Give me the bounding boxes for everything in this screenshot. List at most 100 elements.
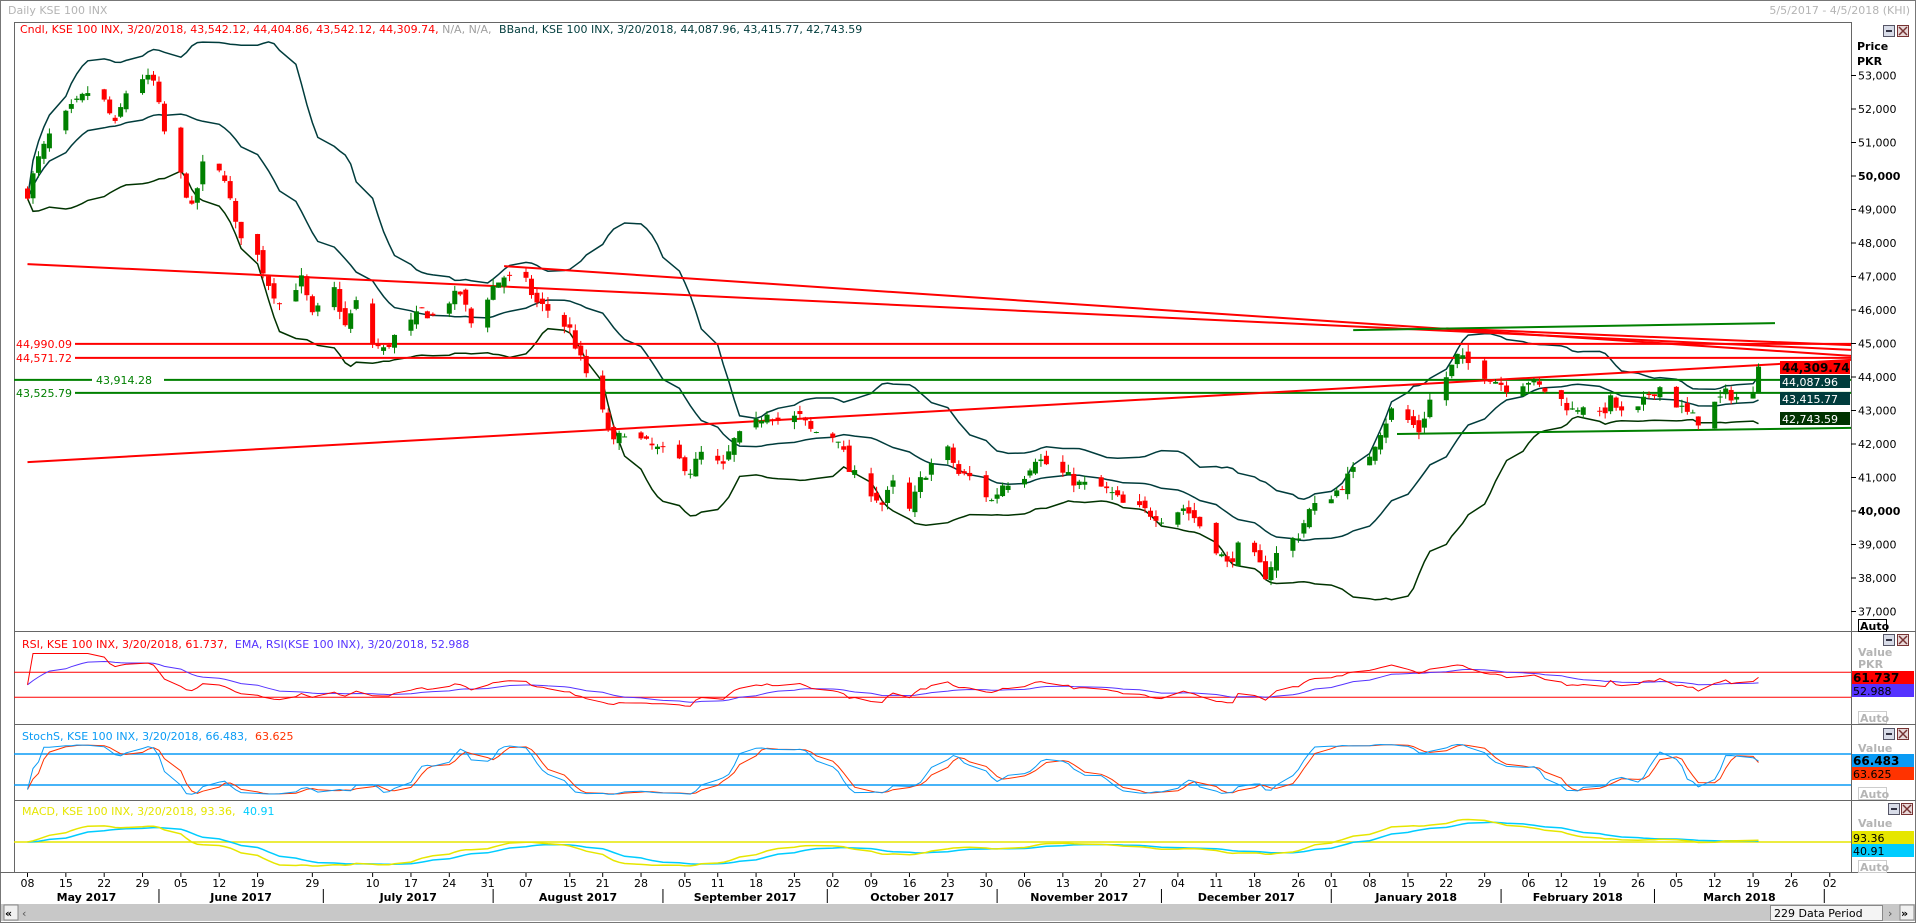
candle-body xyxy=(726,451,732,460)
candle xyxy=(956,460,962,476)
close-panel-icon[interactable] xyxy=(1901,803,1913,815)
candle xyxy=(271,278,277,304)
candle-body xyxy=(1421,418,1427,428)
candle xyxy=(682,455,688,476)
close-panel-icon[interactable] xyxy=(1897,634,1909,646)
scroll-next-button[interactable]: › xyxy=(1888,907,1892,920)
price-tick-label: 43,000 xyxy=(1858,405,1897,418)
candle xyxy=(30,170,36,204)
candle xyxy=(496,282,502,288)
candle xyxy=(41,141,47,165)
candle xyxy=(835,441,841,449)
candle xyxy=(348,309,354,333)
minimize-panel-icon[interactable] xyxy=(1883,25,1895,37)
svg-text:44,087.96: 44,087.96 xyxy=(1782,376,1838,389)
candle xyxy=(446,301,452,318)
candle-body xyxy=(178,127,184,173)
candle-body xyxy=(1021,478,1027,485)
level-label: 44,990.09 xyxy=(16,338,72,351)
macd-auto-button[interactable]: Auto xyxy=(1858,860,1890,875)
candle xyxy=(1684,397,1690,415)
data-period-button[interactable]: 229 Data Period xyxy=(1770,905,1883,921)
candle-body xyxy=(1104,486,1110,489)
candle xyxy=(1290,536,1296,558)
minimize-panel-icon[interactable] xyxy=(1883,634,1895,646)
candle xyxy=(337,281,343,320)
date-tick-label: 29 xyxy=(1478,877,1492,890)
candle-body xyxy=(1334,490,1340,497)
candle-body xyxy=(1597,410,1603,412)
trendline xyxy=(1446,327,1852,347)
candle xyxy=(770,418,776,426)
stoch-auto-button[interactable]: Auto xyxy=(1858,787,1890,802)
candle xyxy=(1115,486,1121,497)
candle-body xyxy=(715,455,721,461)
horizontal-scrollbar[interactable]: « ‹ 229 Data Period › » xyxy=(1,904,1915,921)
price-auto-button[interactable]: Auto xyxy=(1858,619,1890,634)
candle-body xyxy=(1175,512,1181,525)
candle xyxy=(1564,397,1570,416)
rsi-header-ema: EMA, RSI(KSE 100 INX), 3/20/2018, 52.988 xyxy=(235,638,469,651)
candle xyxy=(693,452,699,477)
macd-header-main: MACD, KSE 100 INX, 3/20/2018, 93.36, xyxy=(22,805,236,818)
price-tick-label: 40,000 xyxy=(1858,505,1901,518)
candle xyxy=(1635,406,1641,413)
svg-text:52.988: 52.988 xyxy=(1853,685,1892,698)
scroll-first-button[interactable]: « xyxy=(3,904,19,921)
close-panel-icon[interactable] xyxy=(1897,728,1909,740)
candle xyxy=(1695,416,1701,430)
level-label: 44,571.72 xyxy=(16,352,72,365)
trendline xyxy=(1353,322,1775,332)
month-label: September 2017 xyxy=(694,891,797,904)
candle-body xyxy=(720,461,726,464)
candle xyxy=(255,233,261,262)
candle xyxy=(1383,418,1389,444)
candle xyxy=(1021,475,1027,488)
minimize-panel-icon[interactable] xyxy=(1883,728,1895,740)
rsi-header: RSI, KSE 100 INX, 3/20/2018, 61.737, EMA… xyxy=(22,638,469,651)
candle-body xyxy=(611,426,617,440)
candle-body xyxy=(375,344,381,347)
candle-body xyxy=(1345,473,1351,495)
candle xyxy=(945,444,951,465)
minimize-panel-icon[interactable] xyxy=(1888,803,1900,815)
candle xyxy=(507,271,513,282)
rsi-auto-button[interactable]: Auto xyxy=(1858,711,1890,726)
candle-body xyxy=(457,291,463,295)
candle-body xyxy=(1728,389,1734,401)
candle xyxy=(1460,348,1466,364)
date-tick-label: 28 xyxy=(634,877,648,890)
candle-body xyxy=(266,276,272,286)
last-close-box: 44,309.74 xyxy=(1780,361,1850,375)
date-tick-label: 30 xyxy=(979,877,993,890)
candle xyxy=(890,474,896,494)
candle-body xyxy=(1230,558,1236,562)
candle xyxy=(46,128,52,152)
bb-mid-box: 43,415.77 xyxy=(1780,392,1850,406)
rsi-line xyxy=(27,653,1759,707)
candle xyxy=(501,275,507,294)
candle-body xyxy=(928,463,934,475)
candle-body xyxy=(1301,523,1307,534)
candle-body xyxy=(676,444,682,459)
candle xyxy=(112,115,118,124)
scroll-prev-button[interactable]: ‹ xyxy=(22,907,26,920)
candle xyxy=(1389,407,1395,422)
scroll-last-button[interactable]: » xyxy=(1899,904,1915,921)
close-panel-icon[interactable] xyxy=(1897,25,1909,37)
date-tick-label: 06 xyxy=(1017,877,1031,890)
candle-body xyxy=(961,471,967,474)
candle-body xyxy=(1580,407,1586,415)
candle xyxy=(644,435,650,440)
candle xyxy=(830,432,836,443)
candle xyxy=(370,298,376,348)
price-tick-label: 45,000 xyxy=(1858,338,1897,351)
candle-body xyxy=(956,464,962,474)
candle-body xyxy=(1679,405,1685,407)
candle-body xyxy=(1191,510,1197,519)
candle-body xyxy=(337,289,343,312)
candle xyxy=(1493,379,1499,384)
candle xyxy=(638,431,644,440)
candle xyxy=(1449,364,1455,379)
stoch-value-label: Value xyxy=(1858,742,1892,755)
